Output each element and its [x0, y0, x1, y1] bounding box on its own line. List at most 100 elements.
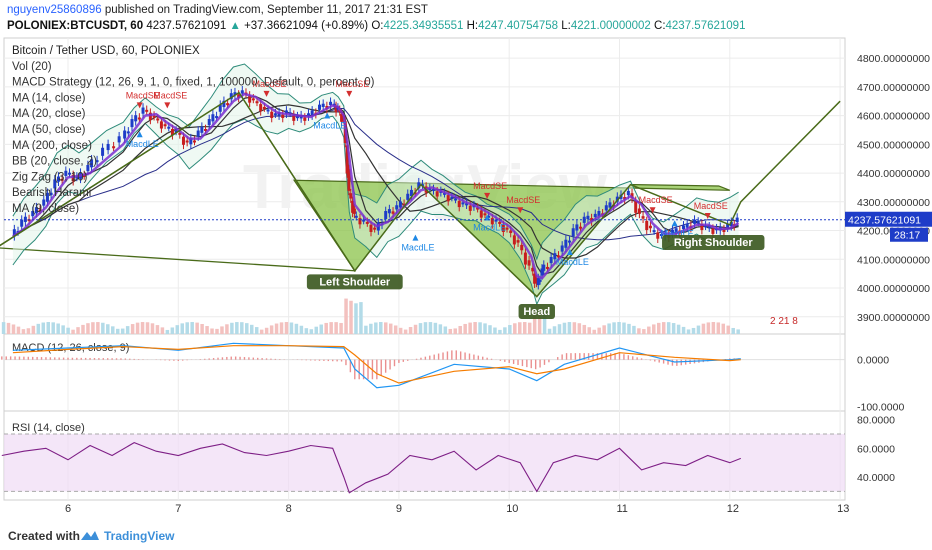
candle-body [95, 160, 99, 163]
candle-body [354, 215, 358, 218]
chart-canvas[interactable]: 4800.00000000 4700.00000000 4600.00000000 4… [0, 0, 932, 522]
short-arrow-icon [649, 207, 656, 214]
volume-bar [438, 324, 443, 334]
volume-bar [225, 324, 229, 334]
volume-bar [235, 322, 239, 334]
candle-body [648, 225, 652, 229]
candle-body [262, 106, 266, 109]
volume-bar [676, 324, 681, 334]
candle-body [391, 211, 395, 214]
volume-bar [160, 327, 165, 334]
candle-body [384, 211, 388, 220]
volume-bars [1, 298, 740, 334]
volume-bar [617, 322, 621, 334]
short-arrow-icon [484, 192, 491, 199]
volume-bar [41, 322, 46, 334]
candle-body [49, 192, 53, 196]
candle-body [417, 182, 421, 189]
candle-body [200, 126, 204, 133]
volume-bar [16, 326, 21, 334]
candle-body [487, 215, 491, 218]
tradingview-brand[interactable]: TradingView [104, 529, 175, 543]
candle-body [645, 220, 649, 231]
volume-bar [309, 329, 314, 334]
candle-body [251, 98, 255, 101]
candle-body [185, 140, 189, 143]
volume-bar [592, 329, 596, 334]
candle-body [575, 224, 579, 231]
candle-body [406, 193, 410, 200]
candle-body [273, 113, 277, 116]
candle-body [75, 176, 79, 179]
volume-bar [379, 322, 383, 334]
volume-bar [180, 323, 185, 334]
long-arrow-icon [412, 234, 419, 241]
candle-body [536, 278, 540, 286]
volume-bar [652, 324, 656, 334]
volume-bar [230, 322, 234, 334]
volume-bar [691, 327, 696, 334]
long-arrow-icon [566, 249, 573, 256]
price-tick-label: 4600.00000000 [857, 111, 930, 123]
strategy-signal-label: MacdLE [661, 228, 694, 238]
publisher-user[interactable]: nguyenv25860896 [7, 4, 102, 16]
candle-body [365, 221, 369, 224]
time-tick-label: 12 [727, 503, 739, 515]
candle-body [540, 268, 544, 276]
volume-bar [453, 328, 457, 334]
candle-body [387, 209, 391, 214]
volume-bar [259, 329, 264, 334]
close-value: 4237.57621091 [665, 20, 746, 32]
candle-body [233, 92, 237, 96]
candle-body [292, 114, 296, 121]
volume-bar [120, 328, 125, 334]
created-with-text: Created with [8, 529, 81, 543]
legend-entry: Vol (20) [12, 61, 52, 73]
volume-bar [612, 322, 616, 334]
volume-bar [11, 324, 16, 334]
candle-body [20, 219, 24, 227]
candle-body [505, 227, 509, 230]
volume-bar [627, 323, 631, 334]
event-badges: 2 21 8 [770, 316, 798, 327]
candle-body [211, 114, 215, 122]
candle-body [402, 203, 406, 206]
macd-tick-label: 0.0000 [857, 355, 889, 367]
candle-body [137, 117, 141, 120]
volume-bar [428, 322, 433, 334]
candle-body [347, 169, 351, 191]
plot-frame [3, 37, 846, 501]
volume-bar [299, 325, 304, 334]
volume-bar [736, 329, 740, 334]
candle-body [597, 211, 601, 217]
zigzag-line [0, 91, 841, 298]
rsi-tick-label: 60.0000 [857, 443, 895, 455]
candle-body [193, 140, 197, 143]
volume-bar [329, 322, 333, 334]
volume-bar [314, 326, 319, 334]
price-tick-label: 4700.00000000 [857, 82, 930, 94]
candle-body [318, 104, 322, 110]
volume-bar [284, 322, 289, 334]
volume-bar [731, 327, 735, 334]
candle-body [329, 101, 333, 106]
candle-body [226, 103, 230, 106]
volume-bar [478, 322, 482, 334]
candle-body [295, 116, 299, 119]
candle-body [345, 145, 349, 174]
volume-bar [388, 323, 393, 334]
candle-body [564, 239, 568, 248]
candle-body [145, 109, 149, 112]
volume-bar [681, 326, 686, 334]
candle-body [509, 230, 513, 234]
volume-bar [413, 324, 418, 334]
volume-bar [289, 322, 294, 334]
volume-bar [463, 323, 467, 334]
candle-body [542, 264, 546, 271]
macd-tick-label: -100.0000 [857, 401, 904, 413]
candle-body [468, 205, 472, 211]
candle-body [240, 90, 244, 94]
high-label: H: [466, 20, 479, 32]
short-arrow-icon [136, 102, 143, 109]
candle-body [349, 193, 353, 199]
